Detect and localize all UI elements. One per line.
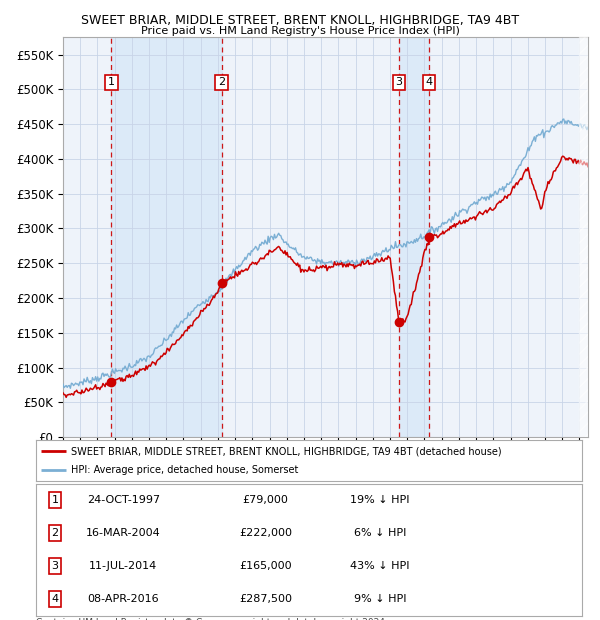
Text: 3: 3 bbox=[52, 561, 59, 571]
Text: 4: 4 bbox=[425, 78, 433, 87]
Text: 2: 2 bbox=[52, 528, 59, 538]
Text: HPI: Average price, detached house, Somerset: HPI: Average price, detached house, Some… bbox=[71, 464, 299, 475]
Text: 43% ↓ HPI: 43% ↓ HPI bbox=[350, 561, 410, 571]
Text: Price paid vs. HM Land Registry's House Price Index (HPI): Price paid vs. HM Land Registry's House … bbox=[140, 26, 460, 36]
Text: 1: 1 bbox=[108, 78, 115, 87]
Text: £79,000: £79,000 bbox=[242, 495, 288, 505]
Text: 9% ↓ HPI: 9% ↓ HPI bbox=[354, 594, 406, 604]
Text: 08-APR-2016: 08-APR-2016 bbox=[88, 594, 159, 604]
Text: £165,000: £165,000 bbox=[239, 561, 292, 571]
Text: 19% ↓ HPI: 19% ↓ HPI bbox=[350, 495, 410, 505]
Bar bbox=[399, 37, 429, 437]
Bar bbox=[112, 37, 221, 437]
Text: £222,000: £222,000 bbox=[239, 528, 292, 538]
Text: 16-MAR-2004: 16-MAR-2004 bbox=[86, 528, 161, 538]
Text: SWEET BRIAR, MIDDLE STREET, BRENT KNOLL, HIGHBRIDGE, TA9 4BT (detached house): SWEET BRIAR, MIDDLE STREET, BRENT KNOLL,… bbox=[71, 446, 502, 456]
Text: £287,500: £287,500 bbox=[239, 594, 292, 604]
Text: 11-JUL-2014: 11-JUL-2014 bbox=[89, 561, 157, 571]
Bar bbox=[580, 37, 590, 437]
Text: 24-OCT-1997: 24-OCT-1997 bbox=[87, 495, 160, 505]
Text: Contains HM Land Registry data © Crown copyright and database right 2024.: Contains HM Land Registry data © Crown c… bbox=[36, 618, 388, 620]
Text: 4: 4 bbox=[52, 594, 59, 604]
Text: 2: 2 bbox=[218, 78, 225, 87]
Text: 1: 1 bbox=[52, 495, 59, 505]
Text: 3: 3 bbox=[395, 78, 403, 87]
Text: 6% ↓ HPI: 6% ↓ HPI bbox=[354, 528, 406, 538]
Text: SWEET BRIAR, MIDDLE STREET, BRENT KNOLL, HIGHBRIDGE, TA9 4BT: SWEET BRIAR, MIDDLE STREET, BRENT KNOLL,… bbox=[81, 14, 519, 27]
